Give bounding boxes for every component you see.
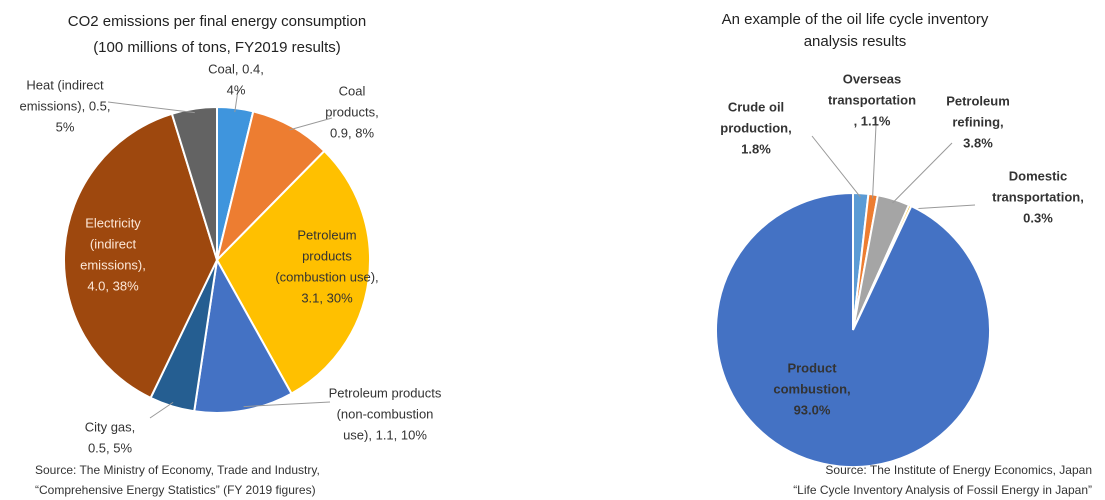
pie-slice [193, 256, 293, 414]
data-label: City gas, [85, 419, 136, 434]
data-label: 1.8% [741, 141, 771, 156]
data-label: products, [325, 104, 378, 119]
data-label: combustion, [773, 381, 850, 396]
source-note: “Life Cycle Inventory Analysis of Fossil… [793, 483, 1092, 497]
leader-line [892, 142, 953, 204]
data-label: Product [787, 360, 837, 375]
leader-line [243, 401, 331, 408]
data-label: 5% [56, 119, 75, 134]
leader-line [234, 89, 239, 113]
data-label: (combustion use), [275, 269, 378, 284]
data-label: 93.0% [794, 402, 831, 417]
chart-title: analysis results [804, 33, 907, 50]
leader-line [289, 117, 333, 131]
data-label: transportation [828, 92, 916, 107]
source-note: “Comprehensive Energy Statistics” (FY 20… [35, 483, 316, 497]
data-label: production, [720, 120, 792, 135]
source-note: Source: The Ministry of Economy, Trade a… [35, 463, 320, 477]
data-label: Heat (indirect [26, 77, 104, 92]
pie-chart: CO2 emissions per final energy consumpti… [19, 13, 441, 497]
leader-line [908, 204, 976, 210]
data-label: use), 1.1, 10% [343, 427, 427, 442]
data-label: 0.5, 5% [88, 440, 133, 455]
chart-title: An example of the oil life cycle invento… [722, 11, 989, 28]
leader-line [872, 124, 877, 199]
data-label: Coal [339, 83, 366, 98]
data-label: 0.3% [1023, 210, 1053, 225]
data-label: emissions), 0.5, [19, 98, 110, 113]
pie-slice [170, 105, 218, 261]
data-label: Petroleum products [329, 385, 442, 400]
data-label: Coal, 0.4, [208, 61, 264, 76]
data-label: Petroleum [297, 227, 356, 242]
data-label: 3.8% [963, 135, 993, 150]
data-label: transportation, [992, 189, 1084, 204]
data-label: refining, [952, 114, 1003, 129]
leader-line [107, 101, 195, 114]
data-label: 4% [227, 82, 246, 97]
data-label: (non-combustion [337, 406, 434, 421]
data-label: Electricity [85, 215, 141, 230]
chart-title: (100 millions of tons, FY2019 results) [93, 39, 341, 56]
source-note: Source: The Institute of Energy Economic… [825, 463, 1092, 477]
leader-line [811, 135, 861, 198]
pie-slice [715, 191, 991, 468]
data-label: products [302, 248, 352, 263]
data-label: Overseas [843, 71, 902, 86]
data-label: 3.1, 30% [301, 290, 353, 305]
pie-chart: An example of the oil life cycle invento… [715, 11, 1092, 497]
leader-line [149, 401, 174, 419]
data-label: 0.9, 8% [330, 125, 375, 140]
pie-slice [215, 149, 371, 395]
data-label: 4.0, 38% [87, 278, 139, 293]
data-label: Domestic [1009, 168, 1068, 183]
chart-title: CO2 emissions per final energy consumpti… [68, 13, 366, 30]
pie-slice [63, 112, 219, 400]
data-label: (indirect [90, 236, 137, 251]
data-label: Crude oil [728, 99, 784, 114]
data-label: emissions), [80, 257, 146, 272]
data-label: Petroleum [946, 93, 1010, 108]
data-label: , 1.1% [854, 113, 891, 128]
